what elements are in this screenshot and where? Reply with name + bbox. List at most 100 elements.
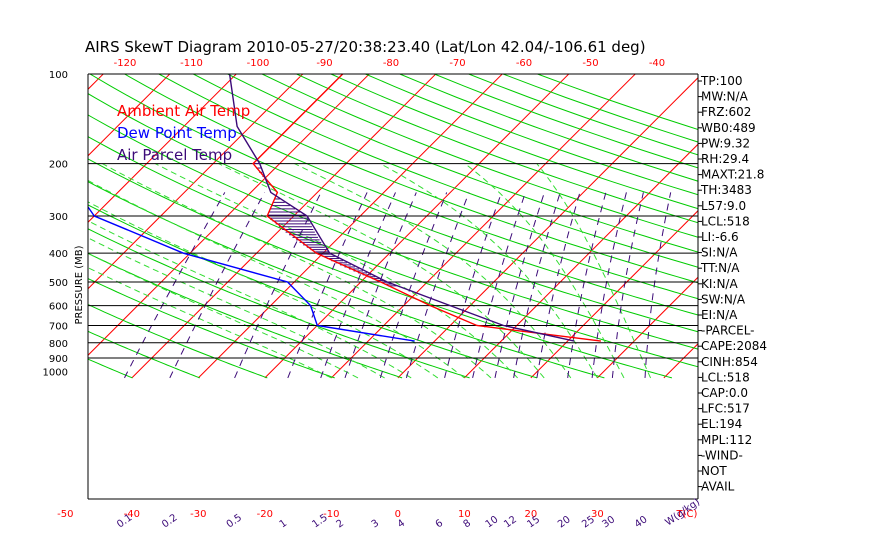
dry-adiabat-line [88, 181, 605, 379]
top-temp-tick-label: -120 [114, 58, 137, 69]
dry-adiabat-line [88, 114, 698, 350]
dry-adiabat-line [296, 74, 698, 224]
mixing-ratio-tick-label: 8 [462, 518, 474, 531]
legend-entry: Air Parcel Temp [117, 146, 232, 164]
pressure-tick-label: 900 [49, 354, 68, 365]
pressure-tick-label: 700 [49, 322, 68, 333]
mixing-ratio-tick-label: 0.5 [225, 512, 244, 530]
stats-item: EI:N/A [701, 308, 738, 322]
mixing-ratio-line [405, 192, 470, 379]
dry-adiabat-line [88, 228, 470, 379]
pressure-tick-label: 100 [49, 70, 68, 81]
moist-adiabat-line [154, 163, 518, 379]
stats-item: MW:N/A [701, 90, 749, 104]
bottom-temp-tick-label: 30 [591, 509, 604, 520]
stats-item: LCL:518 [701, 370, 750, 384]
isotherm-line [131, 74, 437, 379]
stats-item: -WIND- [701, 448, 743, 462]
x-axis-unit-label: T(C) [676, 509, 698, 520]
bottom-temp-tick-label: -10 [323, 509, 339, 520]
top-temp-tick-label: -110 [180, 58, 203, 69]
mixing-ratio-line [169, 192, 265, 379]
dry-adiabat-line [261, 74, 698, 238]
pressure-tick-label: 800 [49, 339, 68, 350]
bottom-temp-tick-label: 10 [458, 509, 471, 520]
top-temp-tick-label: -40 [649, 58, 665, 69]
stats-item: KI:N/A [701, 277, 738, 291]
mixing-ratio-tick-label: 20 [556, 514, 573, 530]
stats-item: EL:194 [701, 417, 742, 431]
bottom-temp-tick-label: -30 [190, 509, 206, 520]
mixing-ratio-tick-label: 40 [633, 514, 650, 530]
isotherm-line [88, 74, 304, 290]
mixing-ratio-line [494, 192, 545, 378]
dry-adiabat-line [88, 330, 200, 379]
dry-adiabat-line [399, 74, 698, 182]
legend-entry: Dew Point Temp [117, 124, 237, 142]
stats-item: FRZ:602 [701, 105, 751, 119]
top-temp-tick-label: -80 [383, 58, 399, 69]
mixing-ratio-tick-label: 10 [484, 514, 501, 530]
dry-adiabat-line [88, 252, 403, 379]
stats-item: L57:9.0 [701, 199, 746, 213]
mixing-ratio-tick-label: 0.2 [160, 512, 179, 530]
mixing-ratio-tick-label: 3 [370, 518, 382, 531]
dry-adiabat-line [88, 277, 335, 379]
bottom-temp-tick-label: -50 [57, 509, 73, 520]
mixing-ratio-line [536, 192, 581, 378]
stats-item: SI:N/A [701, 246, 738, 260]
mixing-ratio-tick-label: 12 [502, 514, 519, 530]
stats-item: MAXT:21.8 [701, 168, 764, 182]
mixing-ratio-line [591, 192, 627, 378]
stats-item: -PARCEL- [701, 324, 755, 338]
legend: Ambient Air Temp Dew Point Temp Air Parcel… [117, 102, 250, 164]
series-line-ambient-air-temp [252, 74, 601, 342]
dry-adiabat-line [434, 74, 698, 169]
pressure-tick-label: 1000 [43, 368, 68, 379]
top-temp-tick-label: -90 [316, 58, 332, 69]
mixing-ratio-line [644, 192, 672, 378]
mixing-ratio-tick-label: 1 [278, 518, 290, 531]
bottom-temp-tick-label: -40 [124, 509, 140, 520]
plot-frame [87, 73, 699, 500]
stats-item: TH:3483 [700, 183, 752, 197]
dry-adiabat-line [502, 74, 698, 143]
mixing-ratio-line [287, 192, 368, 379]
dry-adiabat-line [330, 74, 698, 210]
moist-adiabat-line [88, 220, 412, 379]
profile-lines [88, 74, 601, 342]
mixing-ratio-line [513, 192, 561, 378]
pressure-tick-label: 600 [49, 302, 68, 313]
chart-title: AIRS SkewT Diagram 2010-05-27/20:38:23.4… [85, 38, 646, 56]
top-temp-tick-label: -60 [516, 58, 532, 69]
isotherm-line [88, 74, 171, 157]
pressure-tick-label: 500 [49, 278, 68, 289]
pressure-tick-label: 300 [49, 212, 68, 223]
top-temp-tick-label: -50 [582, 58, 598, 69]
dry-adiabat-line [88, 158, 673, 379]
stats-item: CAP:0.0 [701, 386, 748, 400]
isotherm-line [464, 143, 698, 379]
isotherm-line [331, 74, 636, 379]
mixing-ratio-line [344, 192, 417, 379]
mixing-ratio-tick-label: 2 [335, 518, 347, 531]
dry-adiabat-line [88, 303, 268, 379]
moist-adiabat-line [88, 201, 439, 379]
moist-adiabat-line [464, 163, 625, 379]
isotherm-line [597, 276, 698, 379]
mixing-ratio-line [444, 192, 503, 379]
stats-item: CAPE:2084 [701, 339, 767, 353]
mixing-ratio-tick-label: 6 [434, 518, 446, 531]
bottom-temp-tick-label: 20 [524, 509, 537, 520]
dry-adiabat-line [158, 74, 698, 284]
y-axis-label: PRESSURE (MB) [74, 245, 85, 324]
mixing-ratio-line [234, 192, 322, 379]
dry-adiabat-line [88, 93, 698, 333]
isotherm-line [198, 74, 503, 379]
top-temp-tick-label: -100 [247, 58, 270, 69]
moist-adiabat-line [88, 252, 359, 379]
moist-adiabat-line [88, 179, 465, 379]
bottom-temp-tick-label: 0 [395, 509, 401, 520]
